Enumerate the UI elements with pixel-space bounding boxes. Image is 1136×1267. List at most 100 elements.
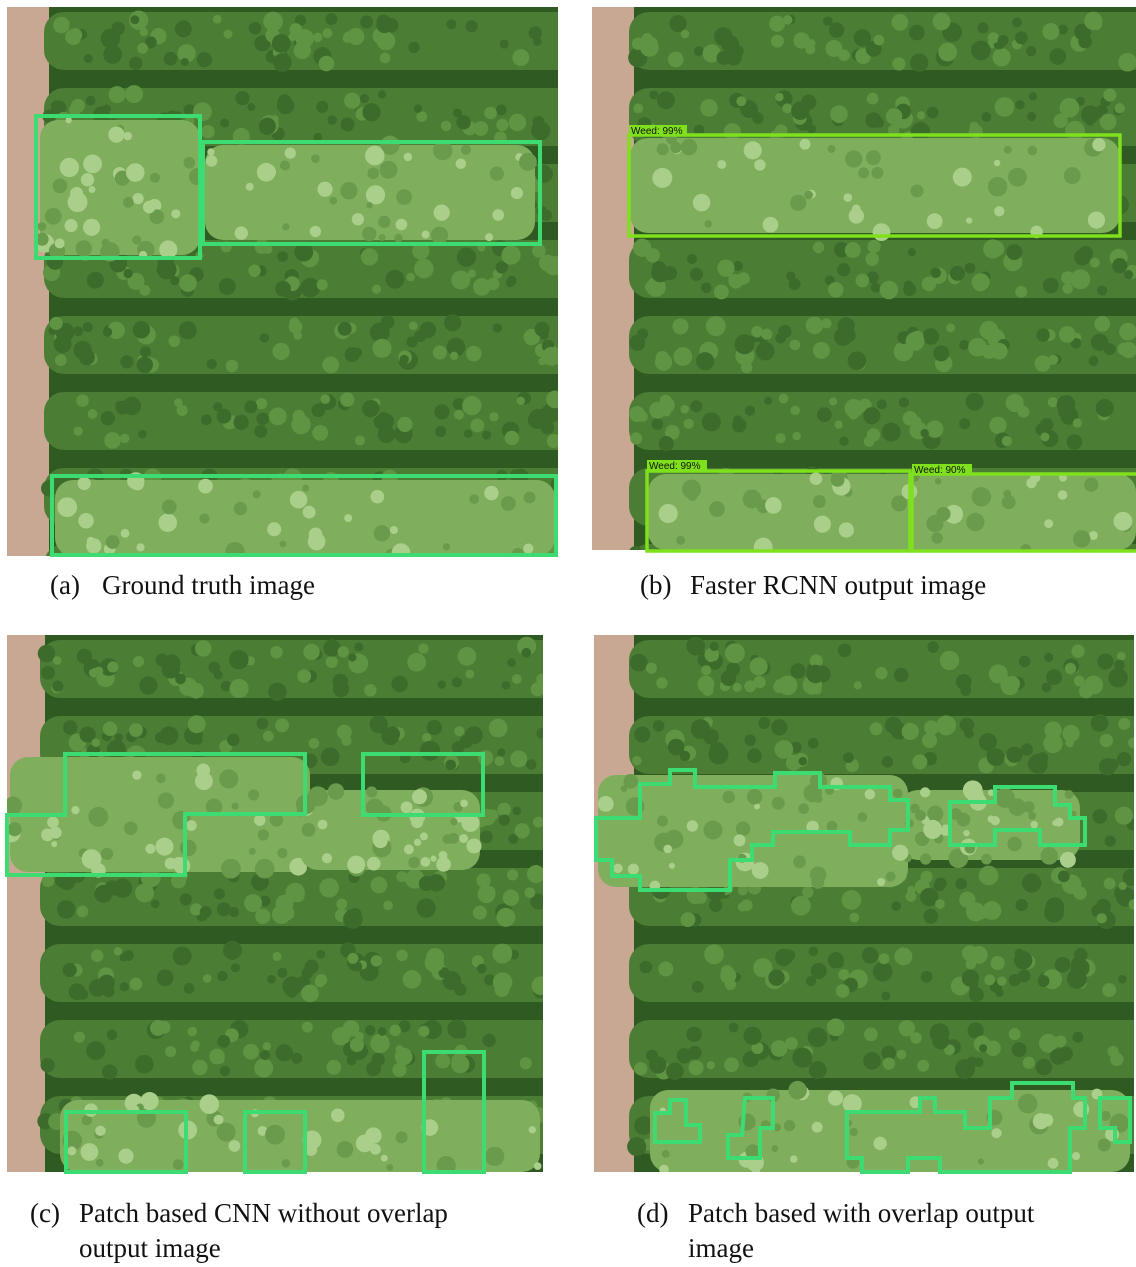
texture	[409, 579, 420, 590]
texture	[156, 774, 166, 784]
texture	[66, 117, 72, 123]
texture	[439, 851, 448, 860]
texture	[838, 643, 852, 657]
texture	[109, 86, 126, 103]
texture	[538, 357, 546, 365]
texture	[1078, 581, 1090, 593]
texture	[88, 807, 108, 827]
texture	[473, 278, 491, 296]
texture	[170, 276, 179, 285]
texture	[275, 281, 291, 297]
texture	[862, 947, 878, 963]
caption-text: output image	[79, 1233, 221, 1263]
texture	[125, 85, 143, 103]
texture	[444, 314, 461, 331]
texture	[1058, 490, 1068, 500]
texture	[316, 101, 328, 113]
texture	[630, 654, 648, 672]
texture	[717, 160, 726, 169]
texture	[995, 97, 1015, 117]
texture	[882, 423, 901, 442]
texture	[814, 516, 831, 533]
texture	[156, 654, 169, 667]
texture	[441, 121, 451, 131]
texture	[790, 663, 805, 678]
texture	[893, 789, 903, 799]
texture	[275, 718, 289, 732]
texture	[95, 1126, 105, 1136]
texture	[874, 35, 885, 46]
texture	[120, 355, 133, 368]
texture	[104, 880, 119, 895]
texture	[981, 112, 991, 122]
texture	[714, 27, 732, 45]
texture	[390, 526, 398, 534]
texture	[810, 866, 827, 883]
texture	[386, 270, 405, 289]
texture	[443, 543, 450, 550]
texture	[138, 430, 147, 439]
texture	[269, 407, 287, 425]
texture	[371, 955, 382, 966]
texture	[703, 821, 722, 840]
texture	[129, 57, 142, 70]
caption-text: Patch based CNN without overlap	[79, 1198, 448, 1228]
texture	[640, 38, 659, 57]
texture	[267, 522, 281, 536]
texture	[843, 193, 852, 202]
texture	[1040, 847, 1058, 865]
texture	[87, 272, 104, 289]
texture	[273, 952, 282, 961]
texture	[280, 906, 295, 921]
texture	[632, 756, 641, 765]
texture	[500, 40, 509, 49]
texture	[680, 405, 689, 414]
texture	[877, 399, 887, 409]
texture	[1063, 1051, 1072, 1060]
texture	[385, 727, 400, 742]
texture	[394, 234, 403, 243]
texture	[291, 1053, 302, 1064]
texture	[946, 323, 955, 332]
texture	[902, 723, 919, 740]
texture	[200, 1094, 220, 1114]
texture	[911, 184, 924, 197]
texture	[303, 644, 319, 660]
texture	[407, 653, 426, 672]
texture	[509, 114, 526, 131]
texture	[347, 953, 358, 964]
caption-text: image	[688, 1233, 754, 1263]
texture	[452, 741, 465, 754]
texture	[220, 1066, 230, 1076]
texture	[806, 317, 823, 334]
texture	[704, 944, 724, 964]
texture	[158, 513, 177, 532]
texture	[496, 908, 515, 927]
texture	[785, 1037, 798, 1050]
texture	[355, 435, 365, 445]
texture	[130, 15, 139, 24]
texture	[1124, 270, 1133, 279]
texture	[353, 348, 362, 357]
texture	[143, 201, 155, 213]
texture	[668, 739, 685, 756]
texture	[1044, 653, 1053, 662]
texture	[791, 102, 809, 120]
texture	[1099, 582, 1115, 598]
texture	[1052, 565, 1062, 575]
texture	[873, 223, 891, 241]
texture	[1028, 812, 1036, 820]
texture	[183, 157, 195, 169]
texture	[408, 857, 420, 869]
texture	[668, 52, 684, 68]
texture	[659, 1165, 669, 1175]
texture	[244, 894, 262, 912]
texture	[979, 733, 997, 751]
texture	[379, 234, 386, 241]
texture	[779, 394, 789, 404]
texture	[330, 197, 338, 205]
texture	[57, 497, 77, 517]
texture	[235, 91, 249, 105]
texture	[909, 25, 925, 41]
texture	[709, 745, 729, 765]
